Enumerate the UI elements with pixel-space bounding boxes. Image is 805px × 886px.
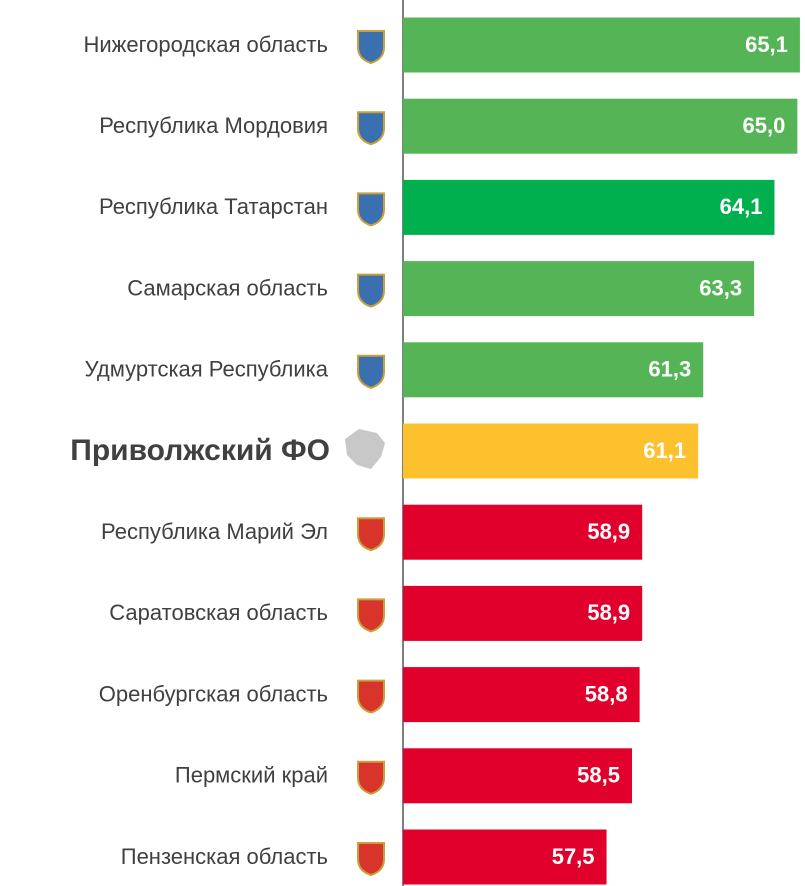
value-label: 65,1 xyxy=(745,32,788,57)
value-label: 64,1 xyxy=(720,194,763,219)
bar xyxy=(403,17,800,73)
category-label: Самарская область xyxy=(127,275,328,300)
region-icon xyxy=(345,429,385,469)
emblem-icon xyxy=(357,760,385,795)
category-label: Республика Марий Эл xyxy=(101,519,328,544)
value-label: 65,0 xyxy=(743,113,786,138)
bar xyxy=(403,585,643,641)
value-label: 58,5 xyxy=(577,763,620,788)
value-label: 61,3 xyxy=(648,357,691,382)
emblem-icon xyxy=(357,598,385,633)
category-label: Республика Татарстан xyxy=(99,194,328,219)
value-label: 58,9 xyxy=(587,519,630,544)
category-label: Приволжский ФО xyxy=(70,434,330,467)
emblem-icon xyxy=(357,842,385,877)
category-label: Саратовская область xyxy=(109,600,328,625)
bar xyxy=(403,179,775,235)
value-label: 63,3 xyxy=(699,275,742,300)
emblem-icon xyxy=(357,111,385,146)
bar xyxy=(403,667,640,723)
bar xyxy=(403,748,632,804)
category-label: Пермский край xyxy=(175,763,328,788)
emblem-icon xyxy=(357,354,385,389)
value-label: 58,8 xyxy=(585,681,628,706)
emblem-icon xyxy=(357,517,385,552)
bar xyxy=(403,504,643,560)
emblem-icon xyxy=(357,273,385,308)
value-label: 61,1 xyxy=(643,438,686,463)
emblem-icon xyxy=(357,30,385,65)
bar xyxy=(403,423,699,479)
category-label: Оренбургская область xyxy=(99,681,328,706)
category-label: Удмуртская Республика xyxy=(85,357,329,382)
bar xyxy=(403,98,798,154)
bar xyxy=(403,342,704,398)
value-label: 57,5 xyxy=(552,844,595,869)
category-label: Нижегородская область xyxy=(83,32,328,57)
emblem-icon xyxy=(357,192,385,227)
bar xyxy=(403,829,607,885)
bar xyxy=(403,261,755,317)
emblem-icon xyxy=(357,679,385,714)
category-label: Пензенская область xyxy=(121,844,328,869)
category-label: Республика Мордовия xyxy=(99,113,328,138)
value-label: 58,9 xyxy=(587,600,630,625)
